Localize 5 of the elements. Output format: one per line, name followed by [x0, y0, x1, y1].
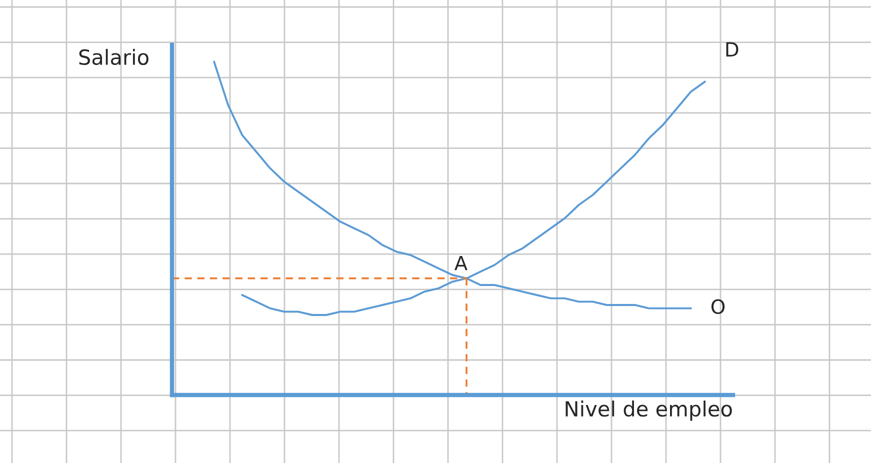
x-axis-title: Nivel de empleo — [566, 400, 732, 421]
y-axis-title: Salario — [79, 48, 148, 66]
annotation: A — [454, 256, 468, 270]
series-label: O — [711, 299, 725, 314]
series-label: D — [726, 42, 738, 56]
